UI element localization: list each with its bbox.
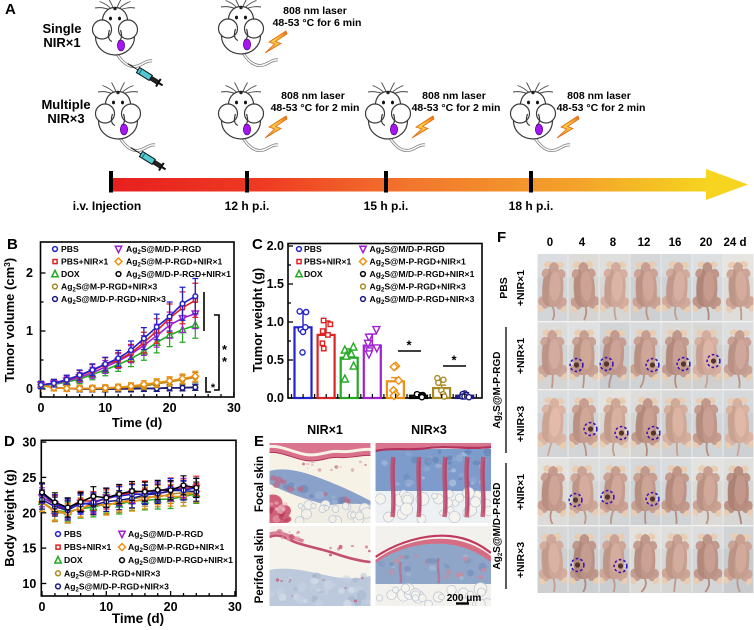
svg-text:Ag2S@M-P-RGD+NIR×1: Ag2S@M-P-RGD+NIR×1 [126,257,222,269]
svg-text:2: 2 [26,266,33,280]
svg-text:Tumor volume (cm3): Tumor volume (cm3) [2,258,17,382]
svg-text:4: 4 [579,237,586,249]
svg-text:*: * [406,338,412,353]
svg-text:Single: Single [42,21,81,36]
svg-text:Ag2S@M/D-P-RGD: Ag2S@M/D-P-RGD [128,529,203,541]
svg-text:+NIR×1: +NIR×1 [515,338,527,374]
svg-text:Ag2S@M/D-P-RGD+NIR×3: Ag2S@M/D-P-RGD+NIR×3 [370,294,475,306]
svg-text:DOX: DOX [64,555,83,565]
svg-text:15 h p.i.: 15 h p.i. [364,199,409,213]
svg-text:20: 20 [163,401,177,415]
svg-text:0: 0 [39,600,46,614]
svg-text:30: 30 [22,436,36,450]
svg-text:0: 0 [38,401,45,415]
svg-text:Ag2S@M-P-RGD+NIR×3: Ag2S@M-P-RGD+NIR×3 [64,568,160,580]
svg-text:PBS: PBS [61,244,79,254]
svg-text:Body weight (g): Body weight (g) [2,469,17,567]
svg-text:Ag2S@M-P-RGD: Ag2S@M-P-RGD [492,352,504,429]
svg-text:i.v. Injection: i.v. Injection [73,199,141,213]
svg-text:1.0: 1.0 [267,315,284,329]
svg-text:E: E [254,433,264,450]
svg-text:Ag2S@M-P-RGD+NIR×3: Ag2S@M-P-RGD+NIR×3 [370,282,466,294]
svg-text:PBS: PBS [498,277,510,299]
svg-text:*: * [222,342,228,357]
svg-text:808 nm laser: 808 nm laser [283,5,347,17]
svg-text:Ag2S@M/D-P-RGD+NIR×1: Ag2S@M/D-P-RGD+NIR×1 [126,269,231,281]
svg-text:Ag2S@M-P-RGD+NIR×1: Ag2S@M-P-RGD+NIR×1 [370,257,466,269]
svg-text:12 h p.i.: 12 h p.i. [225,199,270,213]
svg-text:F: F [497,229,506,246]
svg-text:20: 20 [700,237,713,249]
svg-text:Multiple: Multiple [41,97,90,112]
svg-text:10: 10 [98,401,112,415]
svg-text:Ag2S@M/D-P-RGD+NIR×3: Ag2S@M/D-P-RGD+NIR×3 [61,294,166,306]
svg-text:C: C [252,236,263,253]
svg-text:25: 25 [22,471,36,485]
svg-text:0.0: 0.0 [267,391,284,405]
svg-text:Time (d): Time (d) [112,415,162,430]
svg-text:D: D [4,433,15,450]
svg-text:0: 0 [26,382,33,396]
svg-text:808 nm laser: 808 nm laser [567,90,631,102]
svg-text:Ag2S@M-P-RGD+NIR×3: Ag2S@M-P-RGD+NIR×3 [61,282,157,294]
svg-text:*: * [222,354,228,369]
svg-text:Perifocal skin: Perifocal skin [254,529,266,604]
svg-text:200 μm: 200 μm [447,593,482,604]
svg-text:2.0: 2.0 [267,239,284,253]
svg-text:10: 10 [22,577,36,591]
svg-text:Ag2S@M/D-P-RGD: Ag2S@M/D-P-RGD [492,483,504,570]
svg-text:Tumor weight (g): Tumor weight (g) [250,268,265,372]
svg-text:Ag2S@M/D-P-RGD+NIR×1: Ag2S@M/D-P-RGD+NIR×1 [370,269,475,281]
svg-text:0: 0 [547,237,553,249]
svg-text:20: 20 [164,600,178,614]
svg-text:Ag2S@M/D-P-RGD: Ag2S@M/D-P-RGD [126,244,201,256]
svg-text:B: B [7,236,18,253]
svg-text:NIR×3: NIR×3 [411,423,447,437]
svg-text:48-53 °C for 2 min: 48-53 °C for 2 min [557,102,646,114]
svg-text:Ag2S@M/D-P-RGD+NIR×1: Ag2S@M/D-P-RGD+NIR×1 [128,555,233,567]
svg-text:18 h p.i.: 18 h p.i. [509,199,554,213]
svg-text:808 nm laser: 808 nm laser [422,90,486,102]
svg-text:PBS: PBS [64,529,82,539]
svg-text:30: 30 [227,401,241,415]
svg-text:808 nm laser: 808 nm laser [281,90,345,102]
svg-text:30: 30 [228,600,242,614]
svg-text:+NIR×1: +NIR×1 [515,270,527,306]
svg-text:PBS: PBS [304,244,322,254]
svg-text:NIR×3: NIR×3 [47,111,84,126]
svg-text:NIR×1: NIR×1 [43,35,80,50]
svg-text:*: * [211,382,216,394]
svg-text:15: 15 [22,542,36,556]
svg-text:Ag2S@M-P-RGD+NIR×1: Ag2S@M-P-RGD+NIR×1 [128,542,224,554]
svg-text:+NIR×3: +NIR×3 [515,406,527,442]
svg-text:*: * [451,353,457,368]
svg-text:DOX: DOX [304,269,323,279]
svg-text:NIR×1: NIR×1 [307,423,343,437]
svg-text:24 d: 24 d [723,237,746,249]
svg-text:Focal skin: Focal skin [254,456,266,512]
svg-text:1: 1 [26,324,33,338]
svg-text:PBS+NIR×1: PBS+NIR×1 [64,542,112,552]
svg-text:Time (d): Time (d) [112,611,164,626]
svg-text:48-53 °C for 2 min: 48-53 °C for 2 min [271,102,360,114]
svg-text:8: 8 [610,237,617,249]
svg-text:PBS+NIR×1: PBS+NIR×1 [61,257,109,267]
svg-text:10: 10 [99,600,113,614]
svg-text:48-53 °C for 2 min: 48-53 °C for 2 min [412,102,501,114]
svg-text:+NIR×3: +NIR×3 [515,542,527,578]
svg-text:12: 12 [638,237,651,249]
svg-text:A: A [5,1,16,18]
svg-text:16: 16 [669,237,682,249]
svg-text:20: 20 [22,506,36,520]
svg-text:+NIR×1: +NIR×1 [515,474,527,510]
svg-text:DOX: DOX [61,269,80,279]
svg-text:48-53 °C for 6 min: 48-53 °C for 6 min [273,17,362,29]
svg-text:1.5: 1.5 [267,277,284,291]
svg-text:Ag2S@M/D-P-RGD+NIR×3: Ag2S@M/D-P-RGD+NIR×3 [64,581,169,593]
svg-text:Ag2S@M/D-P-RGD: Ag2S@M/D-P-RGD [370,244,445,256]
svg-text:PBS+NIR×1: PBS+NIR×1 [304,257,352,267]
svg-text:0.5: 0.5 [267,353,284,367]
